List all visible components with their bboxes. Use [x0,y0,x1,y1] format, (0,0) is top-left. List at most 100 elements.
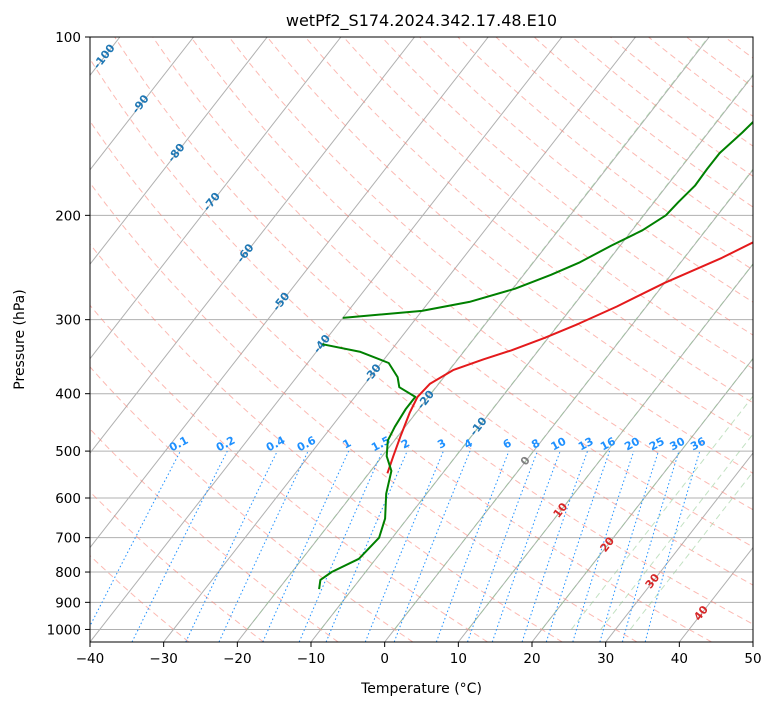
mixing-ratio-label: 4 [462,436,475,451]
dry-adiabat [457,37,753,271]
mixing-ratio-label: 6 [501,436,514,451]
dry-adiabat [190,37,753,511]
dry-adiabat [381,37,753,336]
dry-adiabat [90,428,339,642]
mixing-ratio-line [90,450,181,628]
isotherm-label: -70 [200,190,223,214]
x-tick-label: −20 [223,651,252,667]
moist-adiabat [629,470,753,630]
moist-adiabat [246,37,709,630]
x-tick-label: 20 [523,651,540,667]
dry-adiabat [90,120,712,642]
mixing-ratio-label: 36 [688,435,708,454]
mixing-ratio-label: 1 [341,436,354,451]
mixing-ratio-line [521,450,588,642]
isotherm-label: -100 [91,41,118,71]
moist-adiabat [320,73,753,630]
y-tick-label: 1000 [47,622,81,638]
isotherm-line [384,168,753,642]
profile-line-0 [386,241,753,474]
profile-line-1 [318,343,417,590]
x-tick-label: 50 [744,651,761,667]
dry-adiabat [90,304,488,642]
mixing-ratio-line [298,450,383,642]
isotherm-line [90,37,268,266]
plot-frame [89,36,754,643]
y-axis: 1000 900 800 700 600 500 400 300 200 100 [47,30,90,638]
x-axis-label: Temperature (°C) [360,681,482,697]
y-tick-label: 700 [55,531,81,547]
isotherm-line [90,37,194,171]
y-axis-label: Pressure (hPa) [12,289,28,389]
mixing-ratio-line [435,450,510,642]
y-tick-label: 600 [55,491,81,507]
y-tick-label: 200 [55,208,81,224]
y-tick-label: 800 [55,565,81,581]
mixing-ratio-label: 2 [399,436,412,451]
y-tick-label: 400 [55,387,81,403]
isotherm-label: 30 [643,571,663,591]
mixing-ratio-line [572,450,635,642]
isotherm-label: 40 [691,603,711,623]
y-tick-label: 500 [55,444,81,460]
chart-title: wetPf2_S174.2024.342.17.48.E10 [286,11,557,31]
x-tick-label: −10 [297,651,326,667]
isotherm-label: -50 [270,289,293,313]
moist-adiabat [570,395,753,630]
isotherm-line [90,37,415,454]
mixing-ratio-line [262,450,350,642]
isotherm-line [236,37,710,642]
isotherm-line [605,452,753,642]
x-tick-label: −30 [149,651,178,667]
mixing-ratio-label: 13 [576,435,596,454]
isotherm-line [90,37,489,549]
mixing-ratio-line [131,450,228,642]
y-tick-label: 100 [55,30,81,46]
x-tick-label: 40 [671,651,688,667]
mixing-ratio-label: 3 [435,436,448,451]
mixing-ratio-label: 30 [668,435,688,454]
moist-adiabat [394,168,753,630]
isotherm-label: -30 [361,361,384,385]
dry-adiabat [419,37,753,303]
x-axis: −40 −30 −20 −10 0 10 20 30 40 50 [76,642,762,667]
isotherm-line [531,357,753,642]
isotherm-label: 10 [551,500,571,520]
mixing-ratio-line [621,450,680,642]
dry-adiabat [152,37,753,548]
isotherm-line [163,37,636,642]
x-tick-label: 0 [380,651,389,667]
moist-adiabat [541,357,753,630]
dry-adiabat [90,243,563,642]
mixing-ratio-line [364,450,444,642]
isotherm-label: -90 [129,92,152,116]
mixing-ratio-line [325,450,408,642]
mixing-ratio-label: 20 [622,435,642,454]
background-grid [90,37,753,642]
dry-adiabat [266,37,753,439]
y-tick-label: 900 [55,595,81,611]
profile-line-2 [342,120,753,319]
mixing-ratio-label: 16 [598,435,618,454]
x-tick-label: 10 [450,651,467,667]
mixing-ratio-line [644,450,701,642]
mixing-ratio-label: 25 [647,435,667,454]
sounding-profiles [318,120,753,590]
dry-adiabat [90,58,753,625]
isotherm-label: -60 [234,241,257,265]
dry-adiabat [90,181,638,642]
dry-adiabat [114,37,753,586]
x-tick-label: −40 [76,651,105,667]
dry-adiabat [343,37,753,370]
moist-adiabat [600,433,753,630]
dry-adiabat [304,37,753,404]
mixing-ratio-line [185,450,278,642]
y-tick-label: 300 [55,313,81,329]
mixing-ratio-line [599,450,659,642]
mixing-ratio-line [545,450,611,642]
isotherm-line [90,37,563,642]
dry-adiabat [533,37,753,208]
dry-adiabat [90,366,414,642]
x-tick-label: 30 [597,651,614,667]
